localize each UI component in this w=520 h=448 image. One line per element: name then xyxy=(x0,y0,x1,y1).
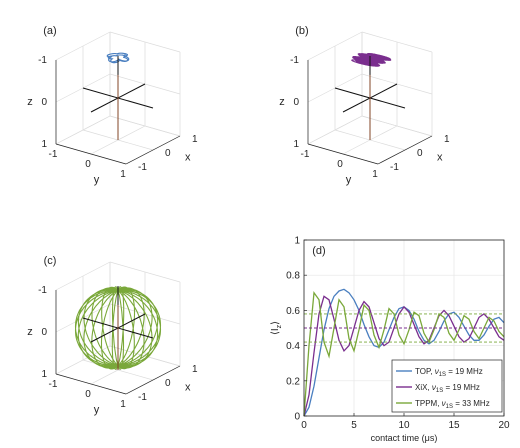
y-tick-label: 0 xyxy=(337,159,343,170)
y-tick-label: 0 xyxy=(85,159,91,170)
y-tick-label: 1 xyxy=(120,399,126,410)
x-axis-label: x xyxy=(437,152,443,164)
grid-line xyxy=(55,261,111,291)
y-tick-label: 0.4 xyxy=(286,341,300,352)
grid-line xyxy=(109,261,181,283)
legend-entry: TPPM, ν1S = 33 MHz xyxy=(415,399,490,410)
x-tick-label: -1 xyxy=(138,162,147,173)
legend-entry: TOP, ν1S = 19 MHz xyxy=(415,367,483,378)
trajectory-curve xyxy=(106,52,130,64)
x-axis-label: contact time (μs) xyxy=(371,433,438,443)
legend-rest: = 19 MHz xyxy=(443,383,480,392)
z-tick-label: -1 xyxy=(290,55,299,66)
legend-rest: = 19 MHz xyxy=(446,367,483,376)
grid-line xyxy=(361,31,433,53)
y-tick-label: 0 xyxy=(85,389,91,400)
legend-nu: ν xyxy=(442,399,446,408)
y-axis-label-close: ⟩ xyxy=(270,321,281,325)
panel-d: 0 5 10 15 20 0 0.2 0.4 0.6 0.8 1 contact time (μs) (… xyxy=(270,236,510,444)
z-axis-label: z xyxy=(27,96,33,108)
x-tick-label: -1 xyxy=(138,392,147,403)
x-tick-label: 10 xyxy=(398,420,410,431)
y-tick-label: -1 xyxy=(49,379,58,390)
x-tick-label: 1 xyxy=(192,364,198,375)
axis-line xyxy=(125,365,181,395)
y-axis-label: y xyxy=(94,174,100,186)
y-tick-label: 0.6 xyxy=(286,306,300,317)
axis-line xyxy=(377,135,433,165)
x-tick-label: 20 xyxy=(498,420,510,431)
y-axis-label-sub: z xyxy=(276,324,283,328)
y-axis-label: y xyxy=(94,404,100,416)
series-line xyxy=(303,291,505,417)
legend-nu: ν xyxy=(435,367,439,376)
y-tick-label: 1 xyxy=(294,236,300,247)
trajectory-curve xyxy=(351,52,392,67)
panel-label: (a) xyxy=(43,25,56,37)
axis-line xyxy=(307,143,379,165)
y-tick-label: -1 xyxy=(49,149,58,160)
y-tick-label: 0 xyxy=(294,412,300,423)
x-tick-label: 0 xyxy=(417,148,423,159)
z-axis-label: z xyxy=(27,326,33,338)
legend-entry: XiX, ν1S = 19 MHz xyxy=(415,383,480,394)
z-axis-label: z xyxy=(279,96,285,108)
z-tick-label: 0 xyxy=(293,97,299,108)
y-axis-label: y xyxy=(346,174,352,186)
x-tick-label: 15 xyxy=(448,420,460,431)
z-tick-label: 1 xyxy=(41,139,47,150)
legend-sub: 1S xyxy=(446,404,453,410)
y-axis-label: ⟨Iz⟩ xyxy=(270,321,283,335)
legend-sub: 1S xyxy=(436,388,443,394)
series-line xyxy=(303,295,505,417)
legend-nu: ν xyxy=(432,383,436,392)
z-tick-label: 0 xyxy=(41,327,47,338)
z-tick-label: 1 xyxy=(41,369,47,380)
panel-label: (c) xyxy=(44,255,57,267)
y-tick-label: 0.8 xyxy=(286,271,300,282)
x-axis-label: x xyxy=(185,382,191,394)
z-tick-label: -1 xyxy=(38,55,47,66)
axis-line xyxy=(55,143,127,165)
x-tick-label: 0 xyxy=(165,378,171,389)
z-tick-label: 0 xyxy=(41,97,47,108)
axis-line xyxy=(55,373,127,395)
y-tick-label: 1 xyxy=(372,169,378,180)
z-tick-label: -1 xyxy=(38,285,47,296)
x-tick-label: 1 xyxy=(444,134,450,145)
panel-label: (b) xyxy=(295,25,308,37)
axis-line xyxy=(125,135,181,165)
legend-name: XiX, xyxy=(415,383,432,392)
legend-sub: 1S xyxy=(439,372,446,378)
legend-name: TPPM, xyxy=(415,399,442,408)
x-axis-label: x xyxy=(185,152,191,164)
grid-line xyxy=(307,31,363,61)
legend-name: TOP, xyxy=(415,367,435,376)
x-tick-label: -1 xyxy=(390,162,399,173)
y-tick-label: 0.2 xyxy=(286,376,300,387)
y-tick-label: 1 xyxy=(120,169,126,180)
y-axis-label-main: ⟨I xyxy=(270,328,281,335)
x-tick-label: 1 xyxy=(192,134,198,145)
grid-line xyxy=(109,31,181,53)
grid-line xyxy=(55,31,111,61)
y-tick-label: -1 xyxy=(301,149,310,160)
x-tick-label: 0 xyxy=(301,420,307,431)
legend-rest: = 33 MHz xyxy=(453,399,490,408)
x-tick-label: 0 xyxy=(165,148,171,159)
x-tick-label: 5 xyxy=(351,420,357,431)
panel-label: (d) xyxy=(312,245,325,257)
z-tick-label: 1 xyxy=(293,139,299,150)
